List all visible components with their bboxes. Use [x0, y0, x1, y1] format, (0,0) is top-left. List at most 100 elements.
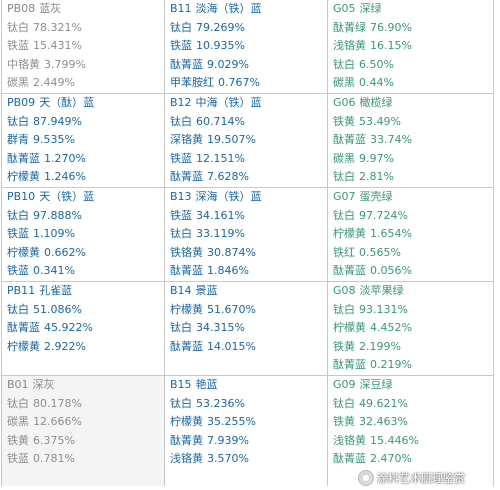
swatch-title: B11 淡海（铁）蓝: [170, 0, 327, 19]
swatch-name: 天（酞）蓝: [39, 96, 95, 109]
pigment-percent: 2.199%: [359, 339, 401, 353]
pigment-row: 酞菁黄 7.939%: [170, 432, 327, 451]
pigment-percent: 7.939%: [207, 433, 249, 447]
swatch-cell: PB09 天（酞）蓝 钛白 87.949% 群青 9.535% 酞菁蓝 1.270% 柠檬黄 1.…: [2, 94, 165, 188]
swatch-title: PB10 天（铁）蓝: [7, 188, 164, 207]
pigment-row: 柠檬黄 2.922%: [7, 338, 164, 357]
pigment-percent: 1.109%: [33, 227, 75, 241]
pigment-name: 钛白: [7, 396, 29, 410]
pigment-row: 酞菁蓝 1.846%: [170, 262, 327, 281]
pigment-percent: 97.888%: [33, 208, 82, 222]
pigment-name: 酞菁绿: [333, 20, 366, 34]
pigment-row: 铁黄 53.49%: [333, 113, 493, 132]
swatch-code: G07: [333, 190, 356, 203]
swatch-title: B15 艳蓝: [170, 376, 327, 395]
pigment-name: 浅铬黄: [333, 39, 366, 53]
swatch-cell: B11 淡海（铁）蓝 钛白 79.269% 铁蓝 10.935% 酞菁蓝 9.029% 甲苯胺红…: [165, 0, 328, 94]
swatch-cell: G05 深绿 酞菁绿 76.90% 浅铬黄 16.15% 钛白 6.50% 碳黑 0.44%: [328, 0, 494, 94]
pigment-row: 酞菁蓝 33.74%: [333, 131, 493, 150]
pigment-name: 酞菁蓝: [170, 170, 203, 184]
pigment-row: 钛白 79.269%: [170, 19, 327, 38]
pigment-percent: 51.670%: [207, 302, 256, 316]
pigment-row: 铁蓝 0.341%: [7, 262, 164, 281]
pigment-row: 钛白 60.714%: [170, 113, 327, 132]
pigment-percent: 0.662%: [44, 245, 86, 259]
pigment-percent: 32.463%: [359, 415, 408, 429]
pigment-row: 酞菁蓝 14.015%: [170, 338, 327, 357]
pigment-percent: 79.269%: [196, 20, 245, 34]
pigment-row: 铁红 0.565%: [333, 244, 493, 263]
swatch-title: B13 深海（铁）蓝: [170, 188, 327, 207]
swatch-name: 深灰: [32, 378, 55, 391]
swatch-cell: B13 深海（铁）蓝 铁蓝 34.161% 钛白 33.119% 铁铬黄 30.874% 酞菁蓝…: [165, 188, 328, 282]
pigment-name: 钛白: [170, 227, 192, 241]
swatch-cell: PB10 天（铁）蓝 钛白 97.888% 铁蓝 1.109% 柠檬黄 0.662% 铁蓝 0.3…: [2, 188, 165, 282]
pigment-row: 酞菁蓝 45.922%: [7, 319, 164, 338]
pigment-name: 柠檬黄: [333, 321, 366, 335]
pigment-name: 铁红: [333, 245, 355, 259]
pigment-name: 铁蓝: [170, 208, 192, 222]
pigment-name: 深铬黄: [170, 133, 203, 147]
pigment-row: 钛白 51.086%: [7, 301, 164, 320]
pigment-percent: 0.219%: [370, 358, 412, 372]
pigment-name: 钛白: [333, 208, 355, 222]
pigment-name: 柠檬黄: [7, 170, 40, 184]
pigment-percent: 0.565%: [359, 245, 401, 259]
pigment-row: 碳黑 0.44%: [333, 74, 493, 93]
pigment-percent: 45.922%: [44, 321, 93, 335]
swatch-title: PB11 孔雀蓝: [7, 282, 164, 301]
pigment-row: 钛白 97.724%: [333, 207, 493, 226]
pigment-row: 柠檬黄 35.255%: [170, 413, 327, 432]
pigment-row: 酞菁蓝 7.628%: [170, 168, 327, 187]
pigment-name: 酞菁蓝: [170, 57, 203, 71]
pigment-name: 群青: [7, 133, 29, 147]
pigment-row: 酞菁蓝 1.270%: [7, 150, 164, 169]
swatch-name: 淡苹果绿: [359, 284, 404, 297]
pigment-percent: 10.935%: [196, 39, 245, 53]
swatch-name: 艳蓝: [195, 378, 218, 391]
pigment-percent: 2.470%: [370, 452, 412, 466]
watermark-logo-icon: [358, 470, 374, 486]
pigment-row: 铁黄 2.199%: [333, 338, 493, 357]
pigment-percent: 2.81%: [359, 170, 394, 184]
pigment-name: 钛白: [333, 170, 355, 184]
pigment-row: 钛白 34.315%: [170, 319, 327, 338]
pigment-name: 酞菁蓝: [333, 264, 366, 278]
pigment-name: 铁黄: [333, 114, 355, 128]
pigment-row: 钛白 80.178%: [7, 395, 164, 414]
pigment-percent: 19.507%: [207, 133, 256, 147]
swatch-name: 深绿: [359, 2, 382, 15]
pigment-percent: 35.255%: [207, 415, 256, 429]
pigment-name: 钛白: [7, 114, 29, 128]
swatch-title: G06 橄榄绿: [333, 94, 493, 113]
pigment-row: 钛白 87.949%: [7, 113, 164, 132]
pigment-percent: 3.799%: [44, 57, 86, 71]
swatch-code: B14: [170, 284, 192, 297]
pigment-percent: 6.375%: [33, 433, 75, 447]
swatch-title: B12 中海（铁）蓝: [170, 94, 327, 113]
pigment-name: 浅铬黄: [170, 452, 203, 466]
swatch-code: PB10: [7, 190, 36, 203]
pigment-percent: 9.535%: [33, 133, 75, 147]
watermark-text: 涂料艺术肌理鉴赏: [377, 472, 465, 485]
pigment-percent: 0.341%: [33, 264, 75, 278]
swatch-name: 深豆绿: [359, 378, 393, 391]
pigment-name: 铁黄: [333, 415, 355, 429]
pigment-row: 铁蓝 34.161%: [170, 207, 327, 226]
pigment-name: 钛白: [170, 321, 192, 335]
swatch-title: B01 深灰: [7, 376, 164, 395]
swatch-name: 蓝灰: [39, 2, 62, 15]
pigment-percent: 14.015%: [207, 339, 256, 353]
pigment-percent: 6.50%: [359, 57, 394, 71]
pigment-row: 酞菁蓝 9.029%: [170, 56, 327, 75]
pigment-percent: 12.151%: [196, 151, 245, 165]
pigment-percent: 51.086%: [33, 302, 82, 316]
pigment-percent: 12.666%: [33, 415, 82, 429]
pigment-row: 碳黑 2.449%: [7, 74, 164, 93]
swatch-name: 蛋壳绿: [359, 190, 393, 203]
swatch-cell: G06 橄榄绿 铁黄 53.49% 酞菁蓝 33.74% 碳黑 9.97% 钛白 2.81%: [328, 94, 494, 188]
pigment-row: 钛白 53.236%: [170, 395, 327, 414]
pigment-name: 铁黄: [7, 433, 29, 447]
pigment-percent: 30.874%: [207, 245, 256, 259]
swatch-cell: B14 景蓝 柠檬黄 51.670% 钛白 34.315% 酞菁蓝 14.015%: [165, 282, 328, 376]
